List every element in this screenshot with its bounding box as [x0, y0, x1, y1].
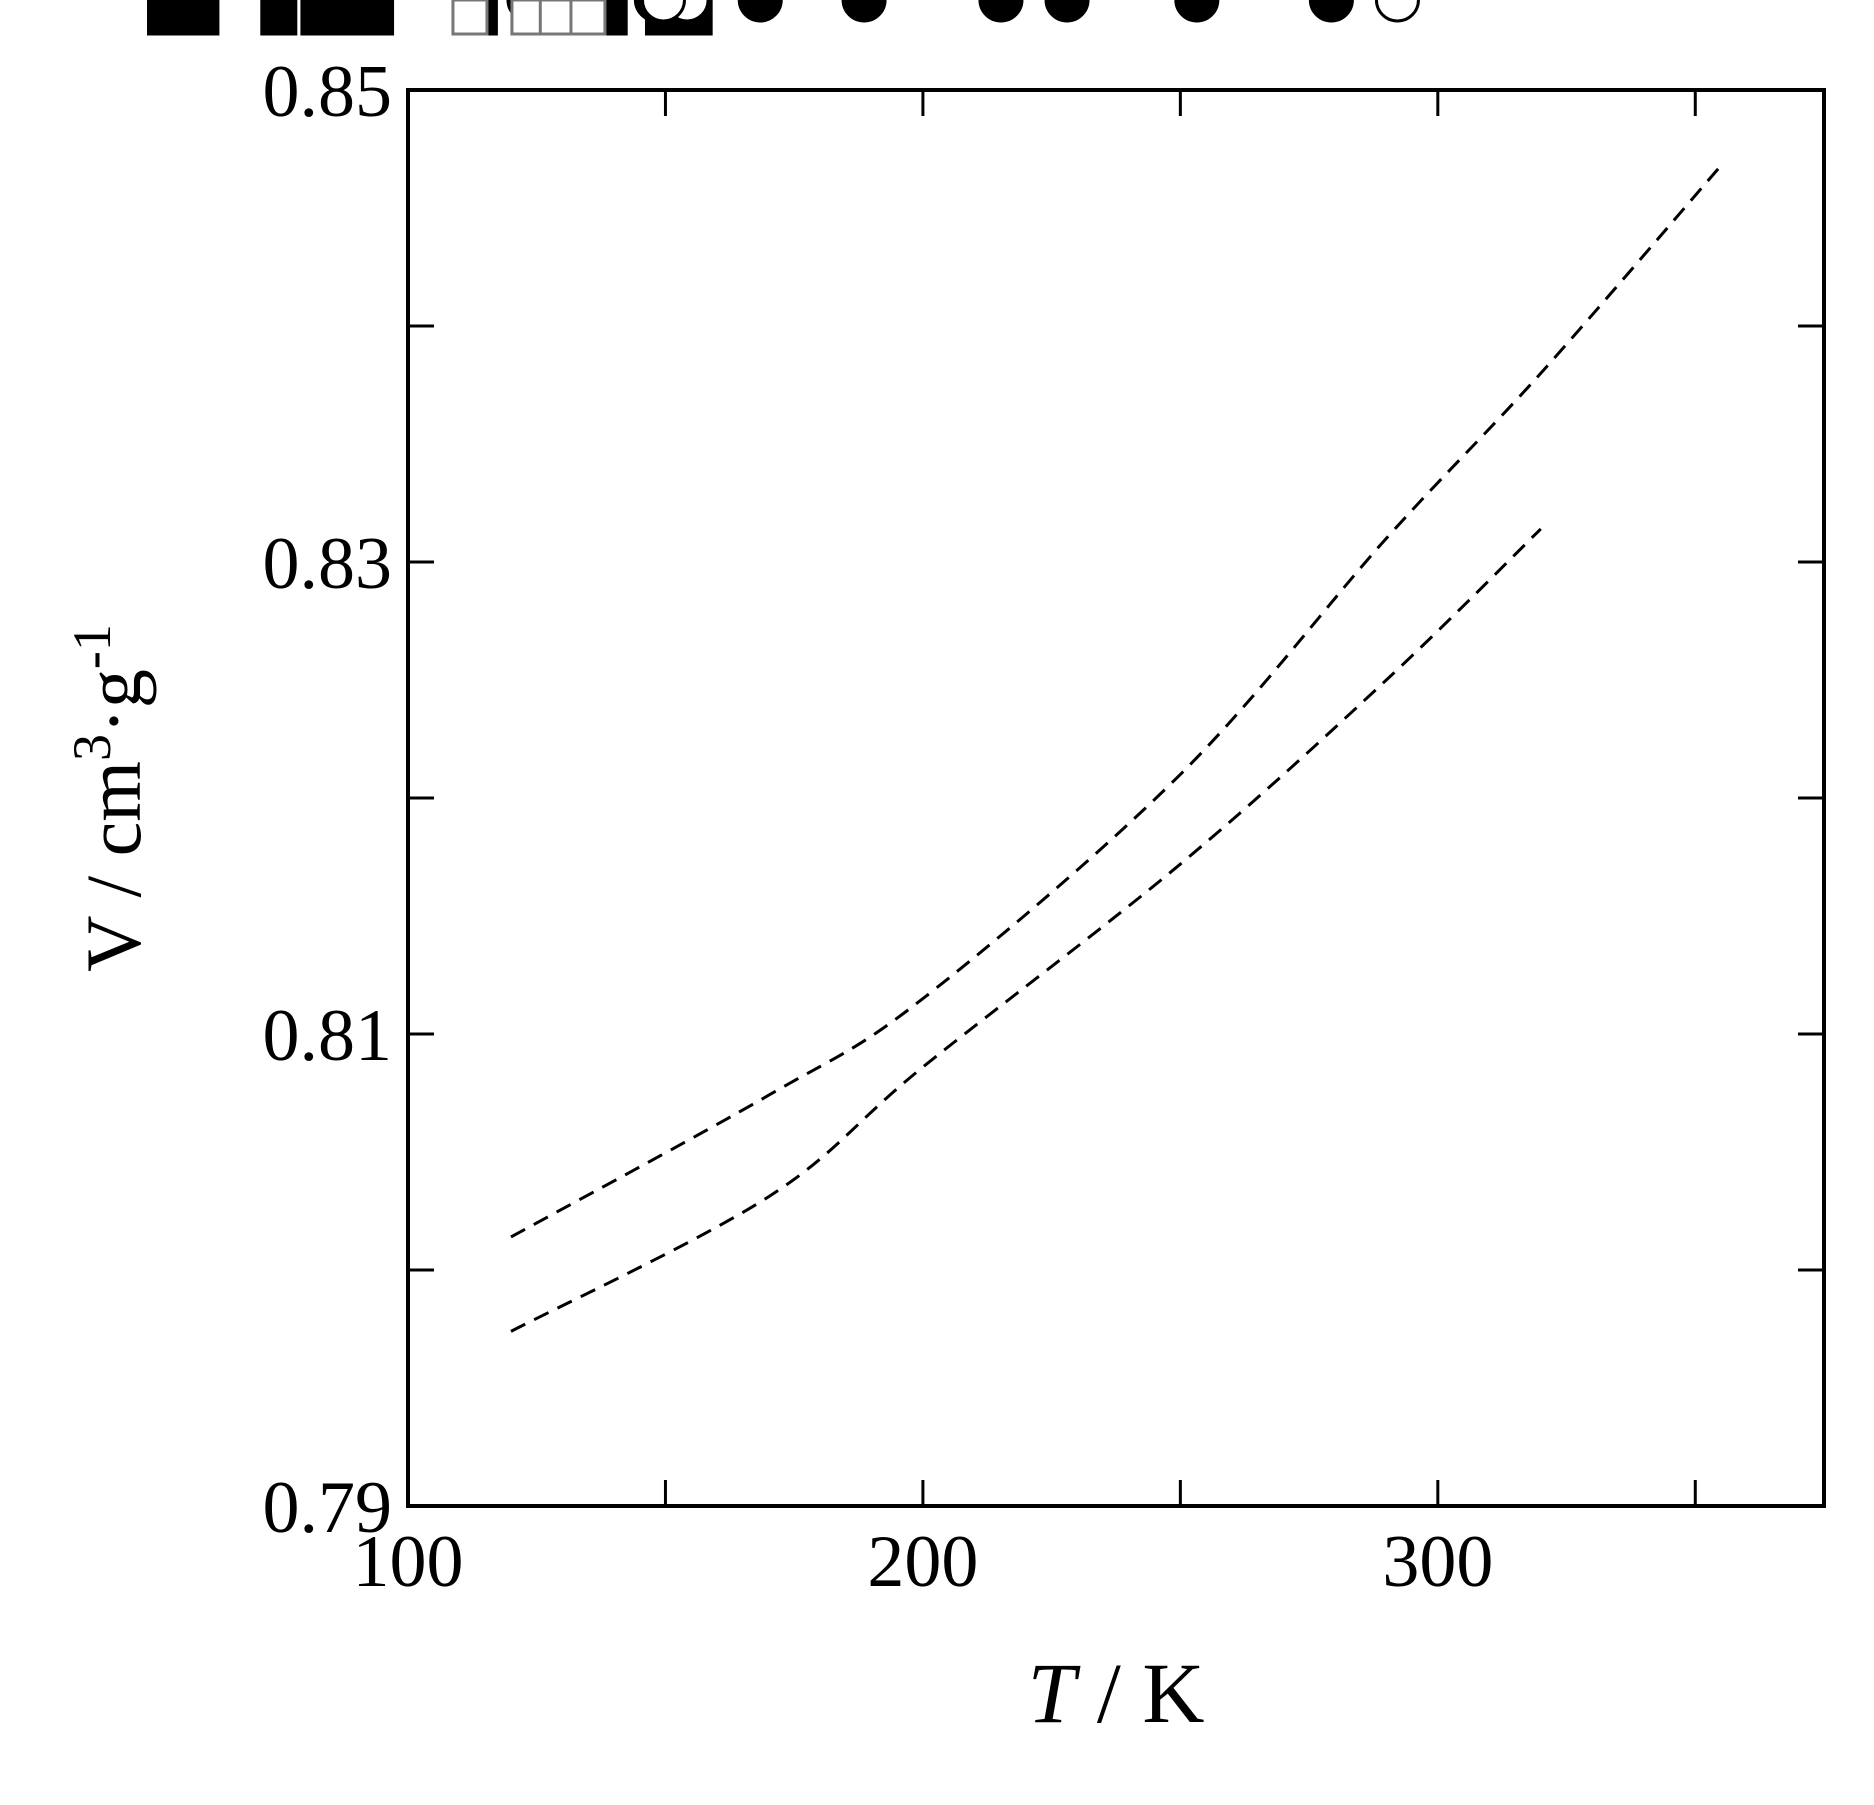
x-axis-label: T / K [1028, 1645, 1205, 1741]
y-tick-label: 0.85 [263, 51, 393, 133]
y-tick-label: 0.81 [263, 995, 393, 1077]
plot-frame [406, 88, 1826, 1508]
x-label-unit: / K [1075, 1645, 1204, 1741]
point [326, 0, 364, 36]
point [737, 0, 783, 23]
point [147, 0, 185, 36]
y-label-sup: 3 [62, 734, 122, 761]
y-label-sup: -1 [62, 624, 122, 669]
point [1044, 0, 1090, 23]
y-axis-label: V / cm3·g-1 [62, 624, 157, 972]
point [1308, 0, 1354, 23]
x-label-symbol: T [1028, 1645, 1081, 1741]
fit-line [510, 164, 1723, 1239]
point [569, 0, 607, 36]
point [1174, 0, 1220, 23]
y-label-mid: ·g [70, 669, 157, 734]
point [182, 0, 220, 36]
x-tick-label: 100 [353, 1521, 464, 1603]
point [640, 0, 686, 23]
x-tick-label: 300 [1382, 1521, 1493, 1603]
y-tick-label: 0.83 [263, 523, 393, 605]
point [538, 0, 576, 36]
y-tick-label: 0.79 [263, 1467, 393, 1549]
point [978, 0, 1024, 23]
point [260, 0, 298, 36]
point [1374, 0, 1420, 23]
point [451, 0, 489, 36]
fit-line [510, 527, 1542, 1333]
x-tick-label: 200 [867, 1521, 978, 1603]
point [357, 0, 395, 36]
point [841, 0, 887, 23]
y-label-main: V / cm [70, 761, 157, 972]
